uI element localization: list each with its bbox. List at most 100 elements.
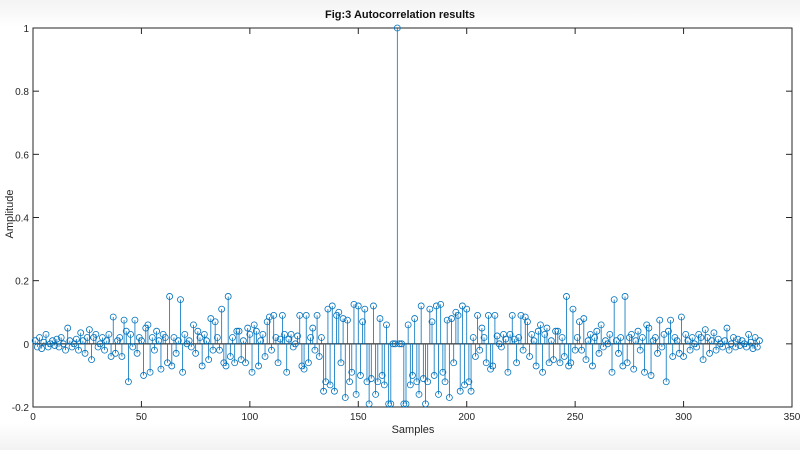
stem-marker [480, 334, 488, 341]
stem-marker [350, 300, 358, 308]
stem-marker [148, 334, 156, 341]
stem-marker [55, 343, 63, 351]
stem-marker [283, 368, 291, 376]
stem-marker [465, 378, 473, 386]
stem-marker [537, 321, 544, 329]
stem-marker [621, 293, 629, 300]
stem-marker [513, 359, 520, 367]
stem-marker [276, 335, 284, 343]
stem-marker [203, 337, 210, 345]
stem-marker [632, 337, 640, 345]
stem-marker [309, 324, 317, 332]
stem-marker [53, 335, 61, 343]
stem-marker [534, 327, 542, 335]
stem-marker [88, 356, 95, 364]
stem-marker [469, 334, 477, 341]
stem-marker [411, 315, 419, 322]
stem-marker [706, 349, 713, 357]
stem-marker [589, 362, 596, 370]
stem-marker [651, 334, 659, 341]
stem-marker [96, 340, 104, 348]
stem-marker [591, 334, 599, 341]
stem-marker [164, 359, 171, 367]
stem-marker [647, 372, 655, 379]
y-tick-label: 0.6 [15, 150, 29, 161]
stem-marker [704, 334, 711, 341]
stem-marker [209, 346, 217, 354]
stem-marker [322, 378, 330, 386]
stem-marker [532, 362, 540, 370]
stem-marker [83, 334, 91, 341]
stem-marker [224, 293, 232, 300]
stem-marker [116, 334, 124, 341]
stem-marker [239, 337, 247, 345]
stem-marker [545, 359, 553, 367]
stem-marker [42, 330, 50, 338]
stem-marker [576, 318, 583, 326]
y-tick-label: 0 [23, 340, 29, 351]
stem-marker [539, 368, 547, 376]
stem-marker [346, 378, 354, 386]
stem-marker [580, 315, 588, 322]
stem-marker [85, 326, 93, 334]
stem-marker [471, 353, 479, 360]
stem-marker [454, 312, 462, 319]
stem-marker [129, 343, 137, 351]
stem-marker [682, 330, 690, 338]
stem-marker [730, 334, 737, 341]
stem-marker [402, 400, 410, 408]
stem-marker [428, 318, 436, 326]
stem-marker [456, 387, 464, 395]
stem-marker [398, 340, 406, 348]
stem-marker [658, 343, 666, 351]
stem-marker [103, 337, 111, 345]
stem-marker [235, 327, 243, 335]
stem-marker [554, 327, 562, 335]
stem-marker [205, 356, 213, 364]
stem-marker [157, 365, 165, 373]
stem-marker [250, 321, 258, 329]
stem-marker [66, 337, 74, 345]
stem-marker [413, 378, 421, 386]
stem-marker [489, 362, 497, 370]
stem-marker [675, 349, 683, 357]
stem-marker [138, 337, 145, 345]
stem-marker [313, 312, 321, 319]
stem-marker [38, 345, 46, 352]
stem-marker [387, 400, 395, 408]
stem-marker [476, 346, 484, 354]
stem-marker [630, 365, 638, 373]
stem-marker [756, 337, 763, 345]
stem-marker [504, 368, 512, 376]
stem-marker [131, 316, 139, 324]
stem-marker [569, 305, 577, 313]
x-tick-label: 350 [784, 412, 800, 423]
stem-marker [578, 346, 586, 354]
stem-marker [612, 337, 620, 345]
stem-marker [415, 390, 423, 398]
stem-marker [140, 372, 147, 379]
stem-marker [595, 349, 603, 357]
stem-marker [458, 302, 466, 310]
stem-marker [524, 318, 531, 326]
stem-marker [172, 349, 180, 357]
stem-marker [75, 346, 82, 354]
stem-marker [721, 337, 729, 345]
stem-marker [556, 359, 564, 367]
stem-marker [192, 349, 200, 357]
stem-marker [693, 343, 700, 351]
stem-marker [166, 293, 174, 300]
x-tick-label: 100 [242, 412, 259, 423]
stem-marker [417, 302, 425, 310]
stem-marker [144, 321, 152, 329]
stem-marker [432, 302, 440, 310]
stem-marker [560, 353, 568, 360]
stem-marker [593, 327, 601, 335]
stem-marker [296, 312, 304, 319]
stem-marker [743, 343, 750, 351]
stem-marker [274, 359, 282, 367]
stem-marker [747, 338, 755, 346]
stem-marker [508, 312, 516, 319]
x-tick-label: 200 [458, 412, 475, 423]
stem-marker [484, 312, 492, 319]
